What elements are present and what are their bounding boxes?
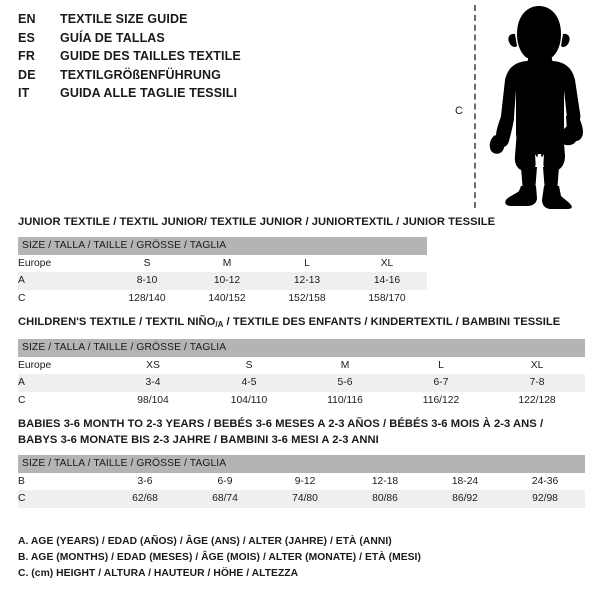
table-cell: 4-5 xyxy=(201,374,297,392)
table-cell: 98/104 xyxy=(105,391,201,409)
table-cell: M xyxy=(297,356,393,374)
table-cell: 12-18 xyxy=(345,472,425,490)
section-title-junior: JUNIOR TEXTILE / TEXTIL JUNIOR/ TEXTILE … xyxy=(18,216,496,228)
table-header-bar-row: SIZE / TALLA / TAILLE / GRÖSSE / TAGLIA xyxy=(18,455,586,473)
table-cell: 122/128 xyxy=(489,391,586,409)
table-cell: 3-4 xyxy=(105,374,201,392)
language-row: DE TEXTILGRÖßENFÜHRUNG xyxy=(18,68,438,87)
table-cell: 6-7 xyxy=(393,374,489,392)
language-row: ES GUÍA DE TALLAS xyxy=(18,31,438,50)
table-cell: L xyxy=(393,356,489,374)
babies-size-table: SIZE / TALLA / TAILLE / GRÖSSE / TAGLIA … xyxy=(18,455,586,508)
table-cell: 68/74 xyxy=(185,490,265,508)
section-title-children-pre: CHILDREN'S TEXTILE / TEXTIL NIÑO xyxy=(18,316,216,328)
table-row: A 3-4 4-5 5-6 6-7 7-8 xyxy=(18,374,586,392)
section-title-babies-line2: BABYS 3-6 MONATE BIS 2-3 JAHRE / BAMBINI… xyxy=(18,434,379,446)
table-cell: 6-9 xyxy=(185,472,265,490)
language-code: FR xyxy=(18,49,36,64)
legend-line-a: A. AGE (YEARS) / EDAD (AÑOS) / ÂGE (ANS)… xyxy=(18,536,392,547)
table-cell: 24-36 xyxy=(505,472,586,490)
table-cell: 3-6 xyxy=(105,472,185,490)
table-cell: 12-13 xyxy=(267,272,347,290)
table-cell: 140/152 xyxy=(187,289,267,307)
language-row: EN TEXTILE SIZE GUIDE xyxy=(18,12,438,31)
table-cell: 110/116 xyxy=(297,391,393,409)
language-row: IT GUIDA ALLE TAGLIE TESSILI xyxy=(18,86,438,105)
table-cell: XL xyxy=(489,356,586,374)
table-cell: S xyxy=(201,356,297,374)
toddler-silhouette-icon xyxy=(489,6,583,209)
legend-line-c: C. (cm) HEIGHT / ALTURA / HAUTEUR / HÖHE… xyxy=(18,568,299,579)
table-cell: 116/122 xyxy=(393,391,489,409)
section-title-babies-line1: BABIES 3-6 MONTH TO 2-3 YEARS / BEBÉS 3-… xyxy=(18,418,544,430)
table-cell: 158/170 xyxy=(347,289,427,307)
language-code: IT xyxy=(18,86,30,101)
row-label: C xyxy=(18,289,107,307)
row-label: Europe xyxy=(18,254,107,272)
table-row: C 62/68 68/74 74/80 80/86 86/92 92/98 xyxy=(18,490,586,508)
table-cell: S xyxy=(107,254,187,272)
table-row: C 128/140 140/152 152/158 158/170 xyxy=(18,289,427,307)
table-cell: 62/68 xyxy=(105,490,185,508)
height-measure-label: C xyxy=(455,105,463,117)
table-cell: 128/140 xyxy=(107,289,187,307)
section-title-children-sub: /A xyxy=(215,320,224,329)
row-label: A xyxy=(18,272,107,290)
section-junior-textile: JUNIOR TEXTILE / TEXTIL JUNIOR/ TEXTILE … xyxy=(18,215,495,307)
language-code: DE xyxy=(18,67,36,82)
table-header-bar-row: SIZE / TALLA / TAILLE / GRÖSSE / TAGLIA xyxy=(18,237,427,255)
table-cell: 92/98 xyxy=(505,490,586,508)
table-cell: XL xyxy=(347,254,427,272)
height-dashed-guide-line xyxy=(474,5,476,208)
legend-line-b: B. AGE (MONTHS) / EDAD (MESES) / ÂGE (MO… xyxy=(18,552,421,563)
table-row: C 98/104 104/110 110/116 116/122 122/128 xyxy=(18,391,586,409)
table-cell: 104/110 xyxy=(201,391,297,409)
table-cell: L xyxy=(267,254,347,272)
table-cell: XS xyxy=(105,356,201,374)
table-row: Europe XS S M L XL xyxy=(18,356,586,374)
measurement-legend: A. AGE (YEARS) / EDAD (AÑOS) / ÂGE (ANS)… xyxy=(18,534,421,582)
language-title: GUIDE DES TAILLES TEXTILE xyxy=(60,49,241,64)
height-illustration: C xyxy=(450,0,600,215)
row-label: B xyxy=(18,472,105,490)
table-row: A 8-10 10-12 12-13 14-16 xyxy=(18,272,427,290)
size-bar-label: SIZE / TALLA / TAILLE / GRÖSSE / TAGLIA xyxy=(18,339,586,357)
table-header-bar-row: SIZE / TALLA / TAILLE / GRÖSSE / TAGLIA xyxy=(18,339,586,357)
language-code: EN xyxy=(18,12,36,26)
row-label: C xyxy=(18,391,105,409)
table-cell: 8-10 xyxy=(107,272,187,290)
table-cell: 152/158 xyxy=(267,289,347,307)
table-cell: 18-24 xyxy=(425,472,505,490)
language-title: TEXTILGRÖßENFÜHRUNG xyxy=(60,67,221,82)
section-babies-textile: BABIES 3-6 MONTH TO 2-3 YEARS / BEBÉS 3-… xyxy=(18,417,586,508)
row-label: Europe xyxy=(18,356,105,374)
size-bar-label: SIZE / TALLA / TAILLE / GRÖSSE / TAGLIA xyxy=(18,237,427,255)
table-row: Europe S M L XL xyxy=(18,254,427,272)
language-row: FR GUIDE DES TAILLES TEXTILE xyxy=(18,49,438,68)
language-title: GUIDA ALLE TAGLIE TESSILI xyxy=(60,86,238,101)
section-title-children: CHILDREN'S TEXTILE / TEXTIL NIÑO/A / TEX… xyxy=(18,315,585,332)
language-code: ES xyxy=(18,30,36,45)
table-cell: 10-12 xyxy=(187,272,267,290)
size-bar-label: SIZE / TALLA / TAILLE / GRÖSSE / TAGLIA xyxy=(18,455,586,473)
language-title: TEXTILE SIZE GUIDE xyxy=(60,12,188,26)
table-cell: 80/86 xyxy=(345,490,425,508)
section-childrens-textile: CHILDREN'S TEXTILE / TEXTIL NIÑO/A / TEX… xyxy=(18,315,586,409)
table-cell: 14-16 xyxy=(347,272,427,290)
table-cell: 7-8 xyxy=(489,374,586,392)
table-cell: 5-6 xyxy=(297,374,393,392)
section-title-children-post: / TEXTILE DES ENFANTS / KINDERTEXTIL / B… xyxy=(223,316,561,328)
table-cell: M xyxy=(187,254,267,272)
language-title-list: EN TEXTILE SIZE GUIDE ES GUÍA DE TALLAS … xyxy=(18,12,438,105)
junior-size-table: SIZE / TALLA / TAILLE / GRÖSSE / TAGLIA … xyxy=(18,237,427,307)
table-cell: 9-12 xyxy=(265,472,345,490)
table-row: B 3-6 6-9 9-12 12-18 18-24 24-36 xyxy=(18,472,586,490)
language-title: GUÍA DE TALLAS xyxy=(60,30,165,45)
table-cell: 86/92 xyxy=(425,490,505,508)
table-cell: 74/80 xyxy=(265,490,345,508)
children-size-table: SIZE / TALLA / TAILLE / GRÖSSE / TAGLIA … xyxy=(18,339,586,409)
row-label: C xyxy=(18,490,105,508)
row-label: A xyxy=(18,374,105,392)
